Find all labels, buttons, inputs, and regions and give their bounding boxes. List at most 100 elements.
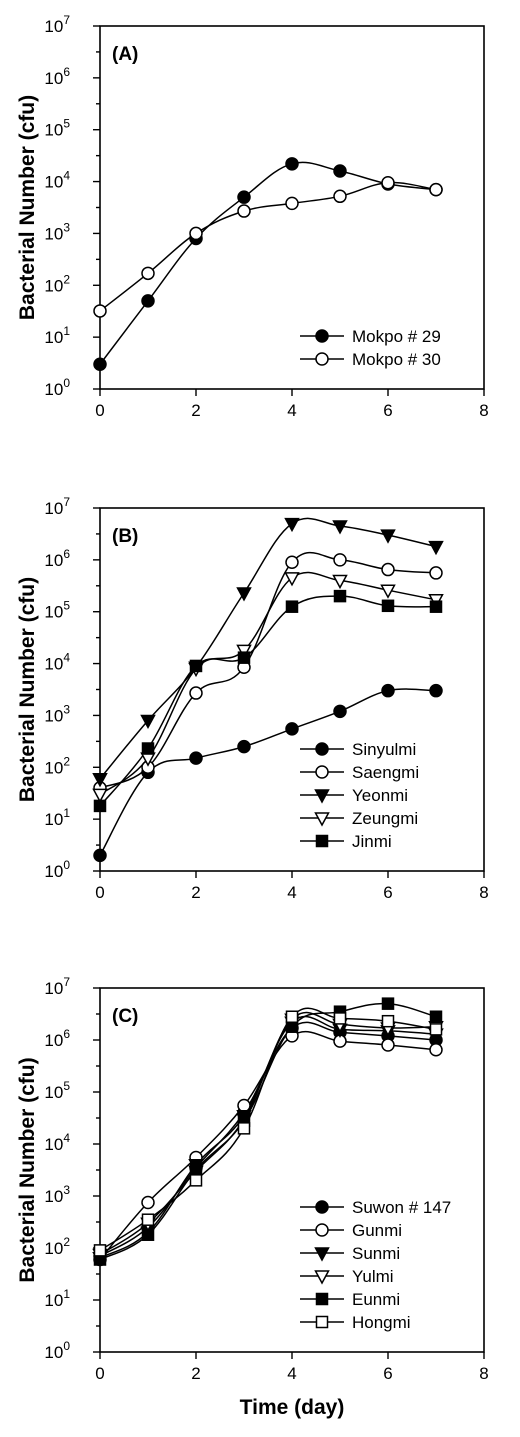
y-tick-exponent: 7 <box>63 975 70 989</box>
x-tick-label: 6 <box>383 401 392 420</box>
y-tick-exponent: 5 <box>63 117 70 131</box>
legend-label: Yulmi <box>352 1267 394 1286</box>
data-point-1-7 <box>429 1042 443 1057</box>
y-tick-base: 10 <box>44 758 63 777</box>
data-point-2-1 <box>140 714 156 730</box>
x-tick-label: 8 <box>479 1364 488 1383</box>
y-tick-base: 10 <box>44 328 63 347</box>
series-line-1 <box>99 551 437 789</box>
data-point-4-1 <box>141 1228 155 1241</box>
legend-label: Saengmi <box>352 763 419 782</box>
data-point-4-1 <box>141 742 155 755</box>
data-point-1-2 <box>189 226 203 241</box>
y-tick-exponent: 3 <box>63 702 70 716</box>
data-point-4-6 <box>381 599 395 613</box>
y-tick-base: 10 <box>44 499 63 518</box>
data-point-3-5 <box>332 574 348 590</box>
data-point-4-6 <box>381 997 395 1010</box>
legend-label: Sunmi <box>352 1244 400 1263</box>
data-point-0-4 <box>285 157 299 171</box>
data-point-2-0 <box>92 773 108 788</box>
x-tick-label: 4 <box>287 883 296 902</box>
y-tick-base: 10 <box>44 810 63 829</box>
data-point-1-1 <box>141 1195 155 1210</box>
data-point-1-4 <box>285 196 299 211</box>
y-tick-label: 104 <box>44 651 70 674</box>
y-axis-title: Bacterial Number (cfu) <box>16 577 39 802</box>
legend-marker <box>315 742 329 756</box>
data-point-0-5 <box>333 704 347 719</box>
data-point-1-3 <box>237 204 251 218</box>
x-tick-label: 0 <box>95 883 104 902</box>
x-tick-label: 4 <box>287 1364 296 1383</box>
data-point-3-3 <box>236 644 252 659</box>
legend-item-1: Saengmi <box>300 763 419 782</box>
series-line-3 <box>99 571 437 796</box>
x-tick-label: 2 <box>191 883 200 902</box>
y-tick-exponent: 4 <box>63 1131 70 1145</box>
y-tick-base: 10 <box>44 1083 63 1102</box>
legend-item-2: Sunmi <box>300 1244 400 1263</box>
x-tick-label: 2 <box>191 1364 200 1383</box>
y-tick-label: 100 <box>44 1339 70 1362</box>
legend-item-4: Jinmi <box>300 832 392 851</box>
data-point-1-3 <box>237 1098 251 1113</box>
y-tick-exponent: 1 <box>63 324 70 338</box>
data-point-5-6 <box>381 1014 395 1028</box>
x-tick-label: 6 <box>383 883 392 902</box>
data-point-5-0 <box>93 1244 107 1257</box>
x-tick-label: 0 <box>95 401 104 420</box>
y-tick-label: 106 <box>44 547 70 570</box>
y-tick-exponent: 0 <box>63 376 70 390</box>
y-tick-base: 10 <box>44 69 63 88</box>
y-tick-label: 104 <box>44 1131 70 1154</box>
x-tick-label: 2 <box>191 401 200 420</box>
y-tick-exponent: 7 <box>63 495 70 509</box>
y-tick-base: 10 <box>44 1135 63 1154</box>
y-tick-base: 10 <box>44 224 63 243</box>
data-point-0-3 <box>237 190 251 204</box>
legend-label: Jinmi <box>352 832 392 851</box>
legend-label: Eunmi <box>352 1290 400 1309</box>
legend-item-3: Zeungmi <box>300 809 418 828</box>
y-tick-label: 102 <box>44 1235 70 1258</box>
legend-item-0: Suwon # 147 <box>300 1198 451 1217</box>
data-point-2-3 <box>236 587 252 602</box>
legend-marker <box>315 352 329 366</box>
y-tick-exponent: 7 <box>63 13 70 27</box>
data-point-5-4 <box>285 1010 299 1023</box>
y-tick-exponent: 6 <box>63 65 70 79</box>
data-point-5-3 <box>237 1122 251 1135</box>
data-point-5-2 <box>189 1174 203 1187</box>
data-point-1-5 <box>333 189 347 204</box>
data-point-0-4 <box>285 722 299 736</box>
y-tick-label: 100 <box>44 376 70 399</box>
x-tick-label: 8 <box>479 401 488 420</box>
data-point-0-5 <box>333 164 347 178</box>
legend-item-1: Gunmi <box>300 1221 402 1240</box>
y-axis-title: Bacterial Number (cfu) <box>16 95 39 320</box>
y-tick-label: 101 <box>44 324 70 347</box>
data-point-1-7 <box>429 566 443 580</box>
y-tick-exponent: 3 <box>63 1183 70 1197</box>
y-tick-base: 10 <box>44 276 63 295</box>
y-tick-exponent: 1 <box>63 806 70 820</box>
data-point-4-5 <box>333 589 347 603</box>
y-tick-label: 101 <box>44 806 70 829</box>
y-tick-exponent: 5 <box>63 599 70 613</box>
data-point-4-2 <box>189 1163 203 1176</box>
data-point-1-2 <box>189 686 203 700</box>
panel-label: (A) <box>112 44 138 65</box>
data-point-0-3 <box>237 739 251 754</box>
y-tick-label: 105 <box>44 117 70 140</box>
x-axis-title: Time (day) <box>240 1396 345 1419</box>
legend-item-3: Yulmi <box>300 1267 394 1286</box>
data-point-1-6 <box>381 562 395 577</box>
data-point-4-0 <box>93 799 107 813</box>
data-point-1-6 <box>381 1038 395 1052</box>
data-point-0-1 <box>141 294 155 308</box>
data-point-1-7 <box>429 182 443 197</box>
